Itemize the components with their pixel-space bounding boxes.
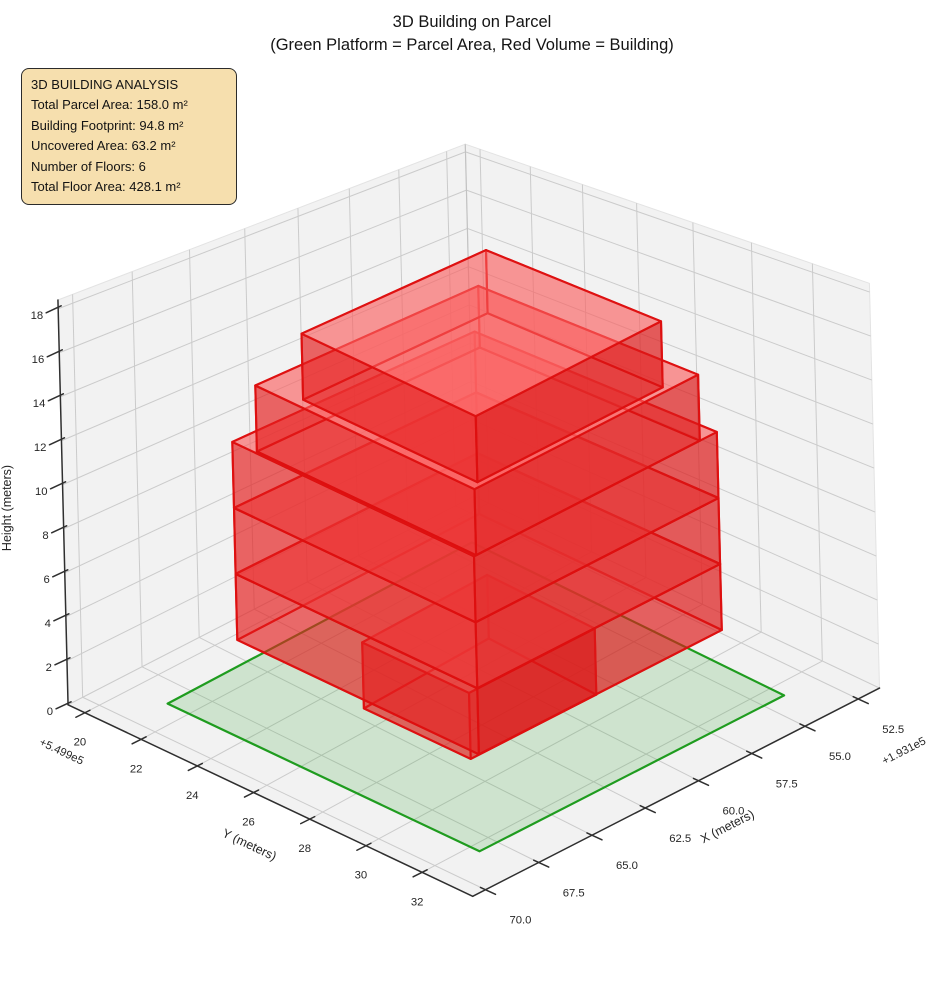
y-tick-mark: [131, 736, 147, 745]
y-tick-label: 22: [130, 763, 143, 775]
y-tick-label: 28: [298, 843, 311, 855]
building-floor-6-top-face: [300, 249, 663, 418]
grid-line-x-wall: [131, 271, 143, 667]
x-tick-label: 62.5: [669, 833, 691, 845]
z-axis-spine: [57, 299, 69, 706]
y-tick-mark: [75, 709, 91, 718]
grid-line-x-wall: [72, 294, 84, 698]
z-tick-label: 12: [34, 442, 47, 454]
grid-line-z-left: [60, 227, 468, 398]
x-tick-label: 55.0: [829, 751, 851, 763]
grid-line-y-wall: [750, 242, 762, 633]
y-tick-mark: [356, 842, 372, 851]
y-tick-label: 20: [74, 737, 87, 749]
x-axis-offset: +1.931e5: [880, 735, 928, 767]
x-tick-label: 57.5: [776, 778, 798, 790]
z-tick-mark: [54, 657, 71, 666]
grid-line-z-left: [59, 189, 467, 354]
analysis-parcel-area: Total Parcel Area: 158.0 m²: [31, 97, 188, 113]
analysis-heading: 3D BUILDING ANALYSIS: [31, 77, 179, 92]
x-tick-mark: [639, 804, 656, 814]
grid-line-z-left: [57, 151, 466, 310]
grid-line-x-floor: [82, 696, 486, 891]
z-tick-mark: [53, 613, 70, 622]
x-tick-label: 60.0: [722, 806, 744, 818]
z-tick-label: 16: [32, 354, 45, 366]
y-tick-mark: [299, 815, 316, 825]
z-tick-mark: [48, 437, 66, 446]
grid-line-y-floor: [365, 631, 762, 847]
chart-title-line1: 3D Building on Parcel: [392, 13, 552, 31]
y-axis-label: Y (meters): [220, 826, 279, 863]
y-tick-label: 26: [242, 817, 255, 829]
analysis-uncovered: Uncovered Area: 63.2 m²: [31, 138, 176, 154]
x-axis-spine: [471, 687, 881, 898]
chart-title-line2: (Green Platform = Parcel Area, Red Volum…: [270, 35, 674, 54]
z-tick-label: 8: [42, 530, 48, 542]
grid-line-x-floor: [198, 636, 593, 836]
z-axis-label: Height (meters): [0, 465, 14, 551]
z-tick-label: 4: [45, 618, 51, 630]
y-tick-mark: [243, 789, 260, 798]
x-tick-label: 67.5: [563, 887, 585, 899]
z-tick-mark: [46, 349, 64, 358]
x-tick-mark: [692, 777, 710, 787]
y-tick-mark: [412, 869, 428, 878]
z-tick-label: 18: [31, 310, 44, 322]
y-axis-spine: [67, 704, 474, 898]
building-analysis-box: 3D BUILDING ANALYSIS Total Parcel Area: …: [21, 68, 237, 206]
z-tick-mark: [45, 305, 62, 314]
y-tick-label: 30: [355, 870, 368, 882]
z-tick-mark: [47, 393, 65, 402]
y-tick-label: 32: [411, 896, 424, 908]
x-tick-label: 70.0: [509, 915, 531, 927]
z-tick-label: 6: [43, 574, 49, 586]
z-tick-label: 10: [35, 486, 48, 498]
z-tick-label: 0: [47, 706, 53, 718]
z-tick-mark: [50, 525, 68, 534]
analysis-floors: Number of Floors: 6: [31, 158, 146, 174]
grid-line-y-wall: [811, 263, 823, 662]
x-tick-mark: [586, 832, 603, 841]
y-tick-mark: [187, 762, 204, 772]
z-tick-mark: [55, 701, 72, 710]
analysis-footprint: Building Footprint: 94.8 m²: [31, 117, 184, 133]
z-tick-mark: [49, 481, 67, 490]
x-tick-mark: [852, 695, 869, 705]
x-tick-mark: [532, 859, 550, 868]
grid-line-x-wall: [188, 249, 200, 638]
grid-line-z-right: [467, 227, 873, 381]
grid-line-y-floor: [421, 660, 823, 873]
x-tick-mark: [745, 750, 763, 759]
x-tick-mark: [799, 723, 816, 732]
x-tick-mark: [479, 886, 497, 896]
z-tick-label: 14: [33, 398, 46, 410]
grid-line-z-right: [465, 151, 870, 293]
analysis-floor-area: Total Floor Area: 428.1 m²: [31, 179, 181, 195]
z-tick-label: 2: [46, 662, 52, 674]
chart-title: 3D Building on Parcel (Green Platform = …: [0, 11, 944, 56]
z-tick-mark: [52, 569, 69, 578]
y-tick-label: 24: [186, 790, 199, 802]
x-tick-label: 52.5: [882, 724, 904, 736]
grid-line-z-right: [466, 189, 871, 337]
x-tick-label: 65.0: [616, 860, 638, 872]
grid-line-x-floor: [141, 666, 539, 863]
